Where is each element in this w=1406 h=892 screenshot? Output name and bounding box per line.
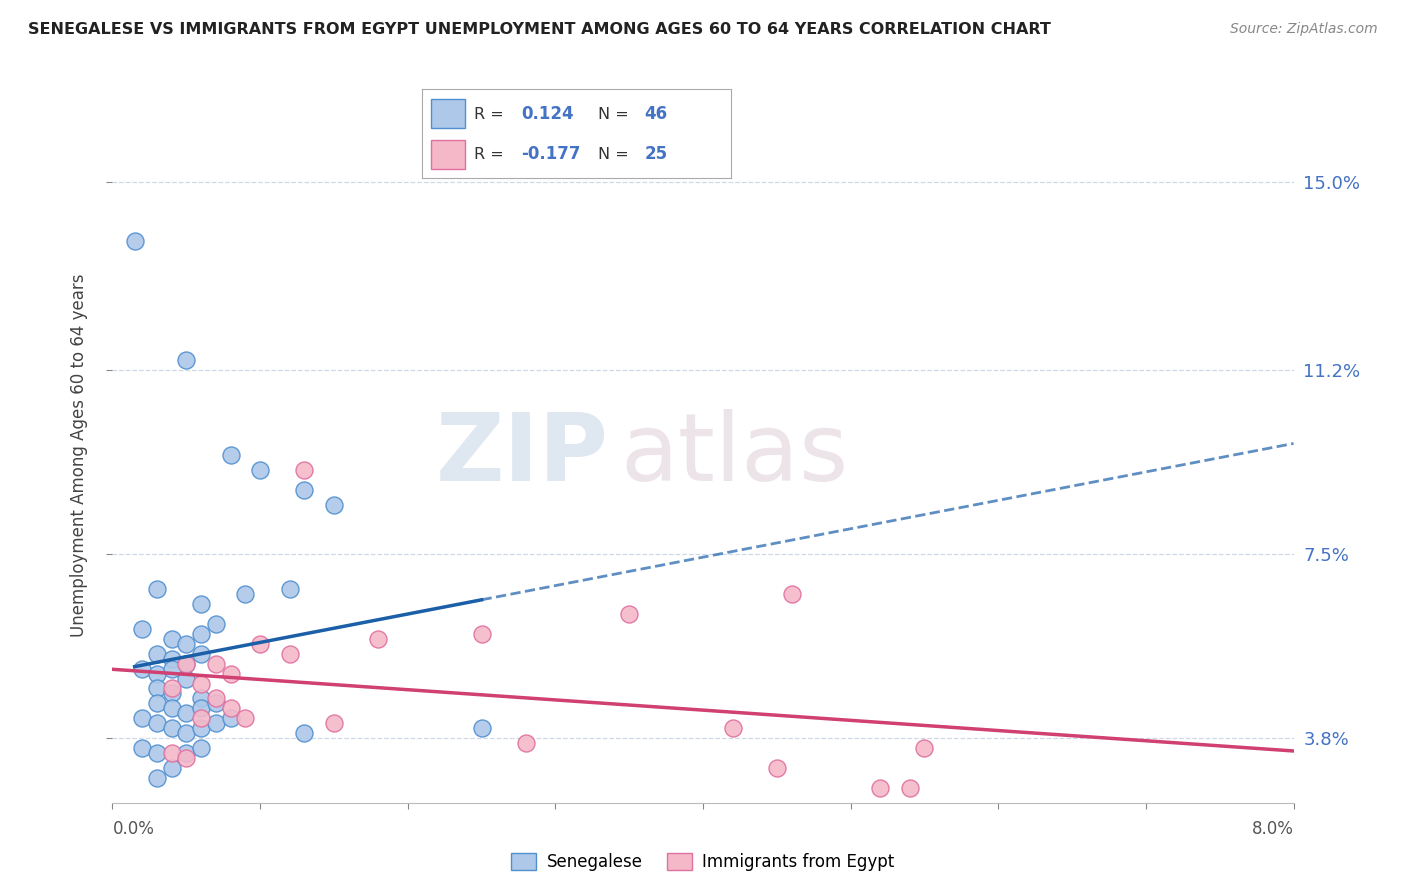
FancyBboxPatch shape xyxy=(432,99,465,128)
Point xyxy=(205,697,228,711)
Point xyxy=(205,716,228,731)
Point xyxy=(174,706,197,721)
Point xyxy=(233,587,256,601)
Point xyxy=(174,751,197,765)
Point xyxy=(205,691,228,706)
Legend: Senegalese, Immigrants from Egypt: Senegalese, Immigrants from Egypt xyxy=(505,847,901,878)
Point xyxy=(131,711,153,725)
Text: 0.0%: 0.0% xyxy=(112,821,155,838)
Point xyxy=(174,657,197,671)
Point xyxy=(131,741,153,756)
Point xyxy=(515,736,537,750)
Point xyxy=(146,771,169,785)
Point xyxy=(190,721,212,735)
Point xyxy=(190,741,212,756)
Point xyxy=(190,627,212,641)
Point xyxy=(190,701,212,715)
Point xyxy=(780,587,803,601)
Point xyxy=(898,780,921,795)
Point xyxy=(278,582,301,596)
Text: Source: ZipAtlas.com: Source: ZipAtlas.com xyxy=(1230,22,1378,37)
Point xyxy=(131,622,153,636)
Point xyxy=(174,672,197,686)
Point xyxy=(160,686,183,700)
Point xyxy=(869,780,891,795)
Point xyxy=(174,726,197,740)
Text: 25: 25 xyxy=(644,145,668,163)
Point xyxy=(146,746,169,760)
Point xyxy=(205,616,228,631)
Point xyxy=(914,741,936,756)
Point xyxy=(190,711,212,725)
Point xyxy=(292,463,315,477)
Text: R =: R = xyxy=(474,107,509,121)
Point xyxy=(160,746,183,760)
Point xyxy=(174,637,197,651)
Point xyxy=(160,681,183,696)
Text: 0.124: 0.124 xyxy=(520,105,574,123)
Point xyxy=(219,711,242,725)
Point xyxy=(219,448,242,462)
Text: 8.0%: 8.0% xyxy=(1251,821,1294,838)
Point xyxy=(146,666,169,681)
Point xyxy=(278,647,301,661)
Point xyxy=(190,647,212,661)
Point xyxy=(249,463,271,477)
Point xyxy=(190,676,212,690)
Text: -0.177: -0.177 xyxy=(520,145,581,163)
Point xyxy=(160,651,183,665)
Point xyxy=(619,607,641,621)
Point xyxy=(174,657,197,671)
Point xyxy=(174,353,197,368)
Point xyxy=(323,716,346,731)
Point xyxy=(205,657,228,671)
Point xyxy=(292,726,315,740)
Text: ZIP: ZIP xyxy=(436,409,609,501)
Point xyxy=(146,716,169,731)
Point xyxy=(146,697,169,711)
Text: N =: N = xyxy=(598,147,634,161)
Point xyxy=(146,582,169,596)
FancyBboxPatch shape xyxy=(432,140,465,169)
Point xyxy=(160,662,183,676)
Point xyxy=(219,701,242,715)
Point xyxy=(470,627,494,641)
Point xyxy=(131,662,153,676)
Y-axis label: Unemployment Among Ages 60 to 64 years: Unemployment Among Ages 60 to 64 years xyxy=(70,273,89,637)
Point xyxy=(367,632,389,646)
Point xyxy=(160,632,183,646)
Text: SENEGALESE VS IMMIGRANTS FROM EGYPT UNEMPLOYMENT AMONG AGES 60 TO 64 YEARS CORRE: SENEGALESE VS IMMIGRANTS FROM EGYPT UNEM… xyxy=(28,22,1052,37)
Point xyxy=(146,647,169,661)
Point xyxy=(160,701,183,715)
Text: atlas: atlas xyxy=(620,409,849,501)
Point xyxy=(190,597,212,611)
Point xyxy=(124,234,146,248)
Point xyxy=(146,681,169,696)
Point xyxy=(470,721,494,735)
Text: 46: 46 xyxy=(644,105,668,123)
Point xyxy=(174,746,197,760)
Text: N =: N = xyxy=(598,107,634,121)
Point xyxy=(323,498,346,512)
Point xyxy=(233,711,256,725)
Point xyxy=(219,666,242,681)
Point xyxy=(190,691,212,706)
Point xyxy=(292,483,315,497)
Point xyxy=(721,721,744,735)
Text: R =: R = xyxy=(474,147,509,161)
Point xyxy=(766,761,789,775)
Point xyxy=(249,637,271,651)
Point xyxy=(160,721,183,735)
Point xyxy=(160,761,183,775)
